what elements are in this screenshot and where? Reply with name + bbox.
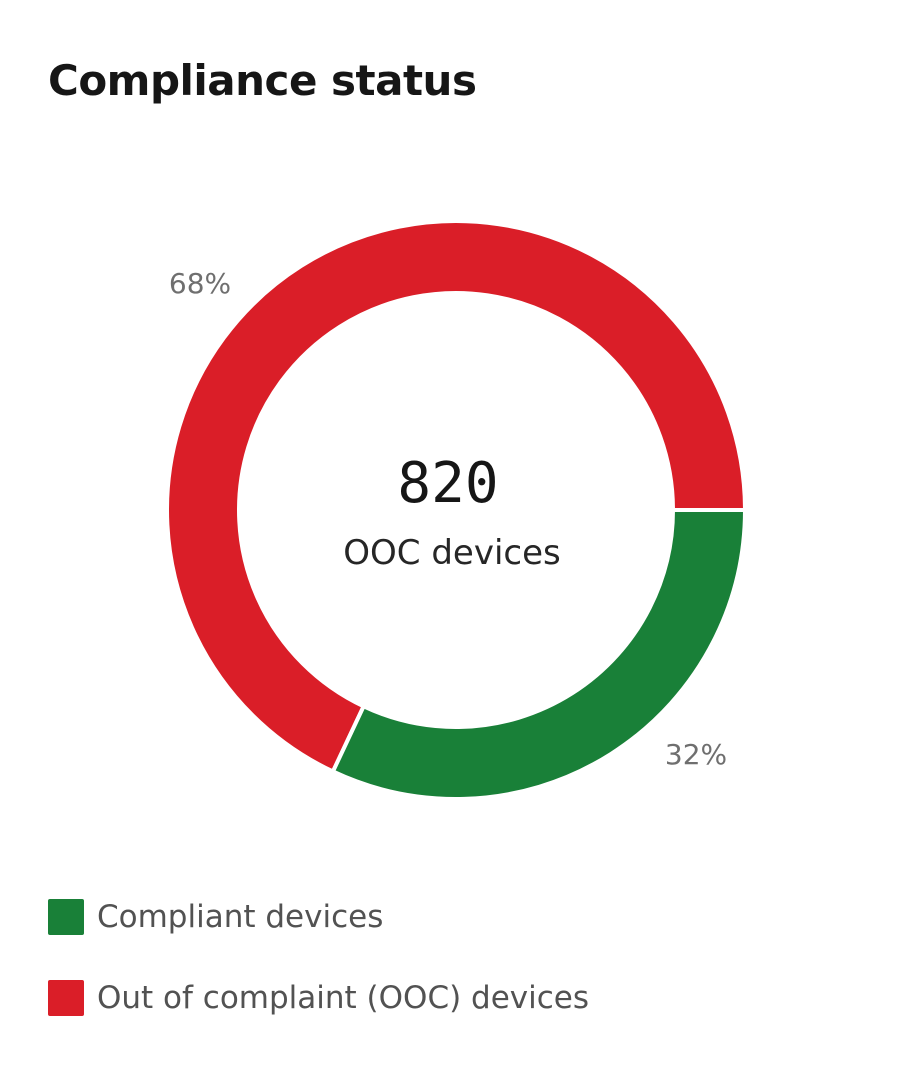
legend-item-compliant[interactable]: Compliant devices — [48, 895, 589, 939]
legend-swatch-ooc — [48, 980, 84, 1016]
slice-label-compliant: 32% — [665, 738, 727, 771]
chart-title: Compliance status — [48, 56, 477, 105]
center-label: OOC devices — [343, 533, 560, 573]
donut-chart: 820 OOC devices 68% 32% — [165, 219, 748, 801]
donut-arcs — [165, 219, 748, 801]
legend-label-ooc: Out of complaint (OOC) devices — [97, 980, 590, 1016]
slice-ooc[interactable] — [165, 219, 748, 775]
legend-item-ooc[interactable]: Out of complaint (OOC) devices — [48, 976, 589, 1020]
legend: Compliant devices Out of complaint (OOC)… — [48, 895, 589, 1057]
slice-compliant[interactable] — [330, 508, 748, 801]
center-value: 820 — [397, 451, 498, 516]
legend-label-compliant: Compliant devices — [97, 899, 384, 935]
legend-swatch-compliant — [48, 899, 84, 935]
slice-label-ooc: 68% — [169, 267, 231, 300]
